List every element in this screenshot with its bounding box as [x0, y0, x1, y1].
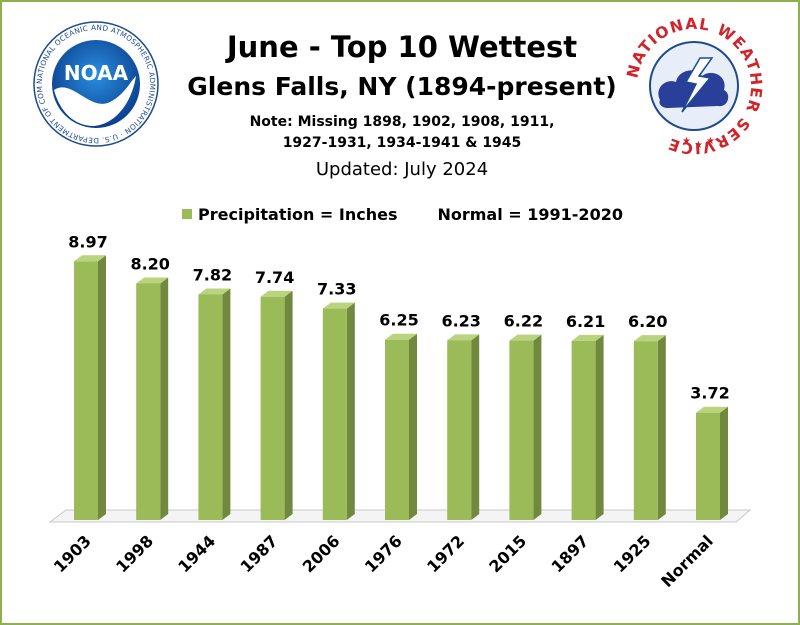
- data-label: 8.20: [130, 254, 169, 273]
- missing-years-note-continued: 1927-1931, 1934-1941 & 1945: [282, 135, 522, 151]
- bar-front: [198, 294, 223, 520]
- bar-side: [720, 406, 728, 520]
- chart-title: June - Top 10 Wettest: [226, 30, 578, 64]
- bar-side: [160, 277, 169, 520]
- chart-subtitle: Glens Falls, NY (1894-present): [187, 72, 617, 101]
- bar: [509, 334, 542, 520]
- bar-top: [509, 334, 542, 341]
- legend-series-label: Precipitation = Inches: [198, 205, 398, 224]
- bar-top: [74, 255, 106, 262]
- category-label: 1897: [548, 531, 593, 576]
- bar-side: [222, 288, 231, 520]
- bar: [136, 277, 169, 520]
- bar: [198, 288, 231, 520]
- bar: [633, 335, 666, 520]
- bar-top: [260, 290, 293, 297]
- bar-top: [198, 288, 231, 295]
- svg-text:★: ★: [694, 140, 703, 151]
- bar: [571, 334, 604, 520]
- category-label: Normal: [657, 531, 717, 591]
- bar-top: [136, 277, 169, 284]
- bar-front: [447, 340, 472, 520]
- category-label: 2006: [299, 531, 344, 576]
- bar-side: [533, 334, 542, 520]
- bar-top: [571, 334, 604, 341]
- data-label: 6.20: [628, 312, 667, 331]
- legend-normal-label: Normal = 1991-2020: [437, 205, 623, 224]
- bar-top: [322, 302, 355, 309]
- category-label: 1976: [361, 531, 406, 576]
- bar-front: [696, 412, 720, 520]
- data-label: 6.22: [504, 312, 543, 331]
- bar-side: [595, 334, 604, 520]
- bar-front: [385, 339, 409, 520]
- data-label: 6.21: [566, 312, 605, 331]
- legend-swatch: [182, 209, 192, 219]
- category-label: 1987: [237, 531, 282, 576]
- bar-side: [98, 255, 106, 520]
- bar-side: [409, 333, 417, 520]
- bar: [322, 302, 355, 520]
- noaa-logo-text: NOAA: [64, 61, 129, 85]
- bar-front: [633, 341, 658, 520]
- bar-top: [633, 335, 666, 342]
- data-label: 6.23: [441, 311, 480, 330]
- updated-date: Updated: July 2024: [315, 159, 489, 180]
- category-label: 1944: [174, 531, 219, 576]
- bar-front: [322, 308, 347, 520]
- data-label: 7.74: [255, 268, 294, 287]
- missing-years-note: Note: Missing 1898, 1902, 1908, 1911,: [249, 114, 555, 130]
- bar-front: [509, 340, 534, 520]
- svg-text:★: ★: [682, 136, 691, 147]
- bar-front: [74, 261, 98, 520]
- bar-top: [447, 334, 480, 341]
- data-label: 6.25: [379, 311, 418, 330]
- bar-front: [136, 283, 161, 520]
- category-label: 1998: [112, 531, 157, 576]
- bar: [74, 255, 106, 520]
- bar-side: [284, 290, 293, 520]
- bar-top: [385, 333, 417, 340]
- data-label: 7.82: [193, 265, 232, 284]
- svg-text:★: ★: [706, 136, 715, 147]
- bar-side: [346, 302, 355, 520]
- bar-front: [571, 340, 596, 520]
- bar: [385, 333, 417, 520]
- noaa-logo-icon: NATIONAL OCEANIC AND ATMOSPHERIC ADMINIS…: [32, 20, 159, 147]
- bar: [260, 290, 293, 520]
- bar-side: [471, 334, 480, 520]
- data-label: 7.33: [317, 280, 356, 299]
- bar-side: [657, 335, 666, 520]
- category-label: 2015: [485, 531, 530, 576]
- nws-logo-icon: NATIONAL WEATHER SERVICE ★ ★ ★: [624, 16, 764, 156]
- data-label: 3.72: [690, 384, 729, 403]
- category-label: 1972: [423, 531, 468, 576]
- data-label: 8.97: [68, 232, 107, 251]
- bar-front: [260, 296, 285, 520]
- bar: [696, 406, 728, 520]
- category-label: 1925: [610, 531, 655, 576]
- bar: [447, 334, 480, 520]
- legend: Precipitation = Inches Normal = 1991-2020: [182, 205, 623, 227]
- bar-top: [696, 406, 728, 413]
- category-label: 1903: [50, 531, 95, 576]
